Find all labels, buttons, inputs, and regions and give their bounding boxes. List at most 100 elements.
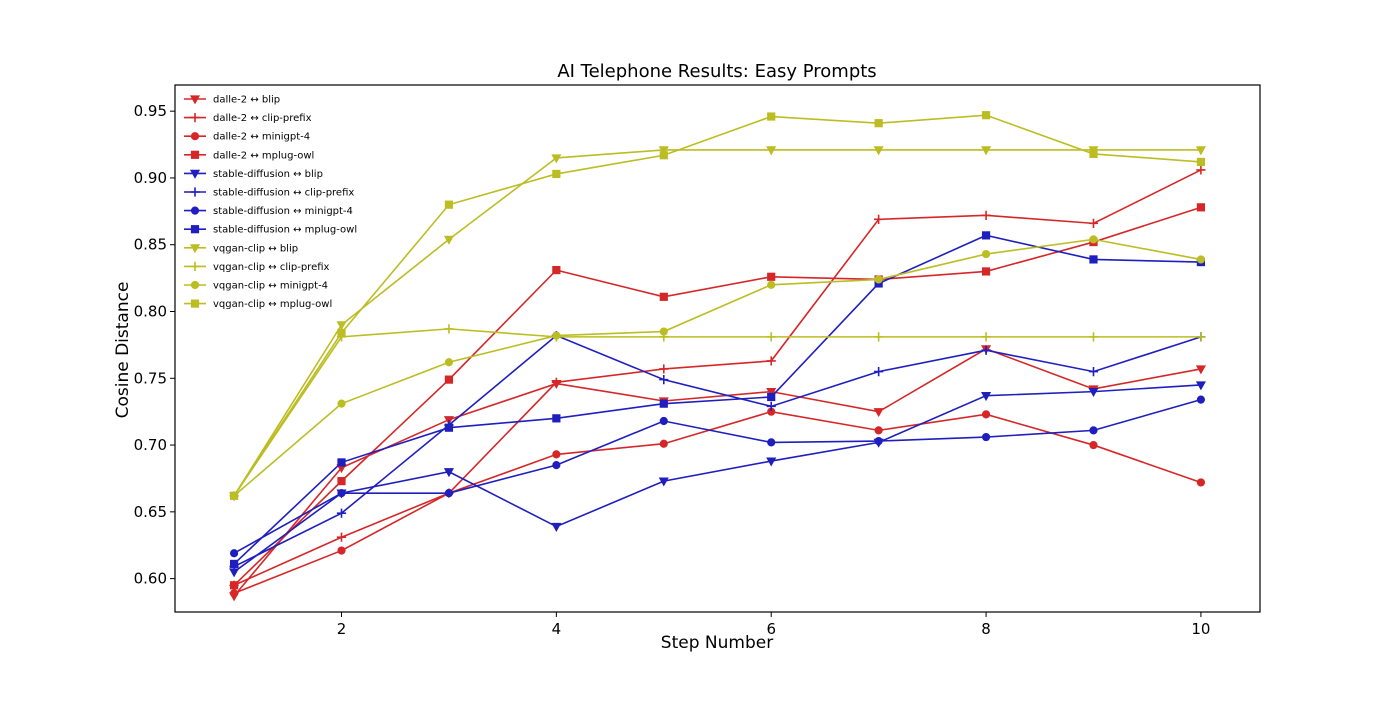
data-point [336, 508, 347, 518]
data-point [766, 146, 777, 156]
data-point [981, 345, 991, 355]
series-stable-diffusion-blip [229, 381, 1206, 578]
series-dalle-2-clip-prefix [229, 165, 1206, 590]
data-point [1089, 235, 1098, 244]
x-tick-label: 10 [1191, 620, 1210, 638]
series-line [233, 169, 1202, 587]
legend-item: vqgan-clip ↔ mplug-owl [184, 299, 332, 310]
series-line [233, 384, 1201, 573]
data-point [552, 450, 561, 459]
data-point [981, 410, 991, 419]
data-point [766, 401, 776, 411]
data-point [766, 457, 777, 467]
data-point [1196, 157, 1206, 167]
data-point [1088, 367, 1099, 377]
data-point [1196, 255, 1206, 264]
y-tick-label: 0.65 [134, 503, 167, 521]
data-point [766, 332, 776, 342]
series-vqgan-clip-clip-prefix [229, 324, 1206, 501]
data-point [1089, 426, 1098, 435]
data-point [981, 432, 991, 442]
series-vqgan-clip-minigpt-4 [229, 235, 1206, 500]
legend-marker [190, 206, 200, 215]
data-point [444, 375, 454, 384]
data-point [552, 460, 561, 470]
data-point [551, 377, 561, 387]
legend-item: vqgan-clip ↔ blip [184, 243, 298, 254]
data-point [552, 266, 561, 275]
data-point [1196, 332, 1206, 342]
data-point [1196, 203, 1206, 212]
data-point [552, 331, 561, 340]
legend-label: stable-diffusion ↔ blip [213, 169, 323, 180]
legend-label: vqgan-clip ↔ blip [213, 243, 298, 254]
legend-item: dalle-2 ↔ mplug-owl [184, 150, 314, 161]
x-tick-label: 6 [766, 620, 776, 638]
y-tick-label: 0.75 [134, 369, 167, 387]
data-point [444, 324, 454, 334]
data-point [337, 399, 346, 408]
legend-label: dalle-2 ↔ blip [213, 95, 280, 106]
data-point [336, 532, 347, 542]
data-point [874, 119, 883, 128]
data-point [767, 112, 776, 121]
data-point [443, 235, 454, 245]
plot-area: 2 4 6 8 10 0.60 0.65 0.70 0.75 0.80 0.85 0.90 0.95 da… [134, 84, 1261, 638]
data-point [1088, 218, 1099, 228]
data-point [443, 468, 454, 478]
legend-label: dalle-2 ↔ minigpt-4 [213, 132, 310, 143]
data-point [336, 321, 347, 331]
plot-frame [174, 84, 1261, 613]
data-point [229, 589, 239, 598]
data-point [659, 364, 669, 374]
data-point [551, 522, 562, 532]
legend-label: vqgan-clip ↔ minigpt-4 [213, 281, 328, 292]
data-point [443, 416, 454, 426]
data-point [981, 249, 991, 259]
data-point [767, 438, 776, 447]
legend-marker [190, 280, 200, 290]
legend-marker [189, 95, 201, 105]
y-tick-label: 0.85 [134, 236, 167, 254]
data-point [337, 458, 346, 467]
legend-label: vqgan-clip ↔ mplug-owl [213, 299, 332, 310]
data-point [767, 392, 776, 402]
data-point [874, 367, 884, 377]
legend-item: stable-diffusion ↔ mplug-owl [184, 225, 357, 236]
y-tick-label: 0.90 [134, 169, 167, 187]
legend-marker [190, 225, 200, 234]
data-point [1196, 165, 1206, 175]
y-tick-label: 0.95 [134, 102, 167, 120]
data-point [766, 356, 776, 366]
data-point [767, 280, 776, 289]
data-point [767, 272, 776, 281]
legend-label: vqgan-clip ↔ clip-prefix [213, 262, 330, 273]
data-point [659, 375, 669, 385]
series-dalle-2-blip [229, 345, 1206, 602]
series-vqgan-clip-blip [229, 146, 1206, 502]
legend-item: vqgan-clip ↔ minigpt-4 [184, 281, 328, 292]
series-line [233, 398, 1202, 554]
data-point [552, 169, 561, 179]
data-point [874, 426, 883, 435]
data-point [658, 477, 669, 487]
data-point [981, 392, 992, 402]
data-point [1196, 478, 1206, 487]
legend-label: stable-diffusion ↔ minigpt-4 [213, 206, 353, 217]
series-line [233, 410, 1202, 595]
data-point [337, 546, 346, 555]
series-line [233, 328, 1201, 497]
series-stable-diffusion-mplug-owl [229, 231, 1206, 569]
data-point [981, 267, 991, 276]
legend-label: stable-diffusion ↔ clip-prefix [213, 188, 354, 199]
data-point [229, 581, 239, 590]
data-point [551, 154, 562, 164]
data-point [659, 399, 668, 408]
data-point [874, 436, 883, 446]
legend-marker [190, 132, 200, 141]
y-tick-label: 0.70 [134, 436, 167, 454]
legend-label: stable-diffusion ↔ mplug-owl [213, 225, 357, 236]
series-line [233, 334, 1202, 568]
data-point [873, 408, 884, 418]
